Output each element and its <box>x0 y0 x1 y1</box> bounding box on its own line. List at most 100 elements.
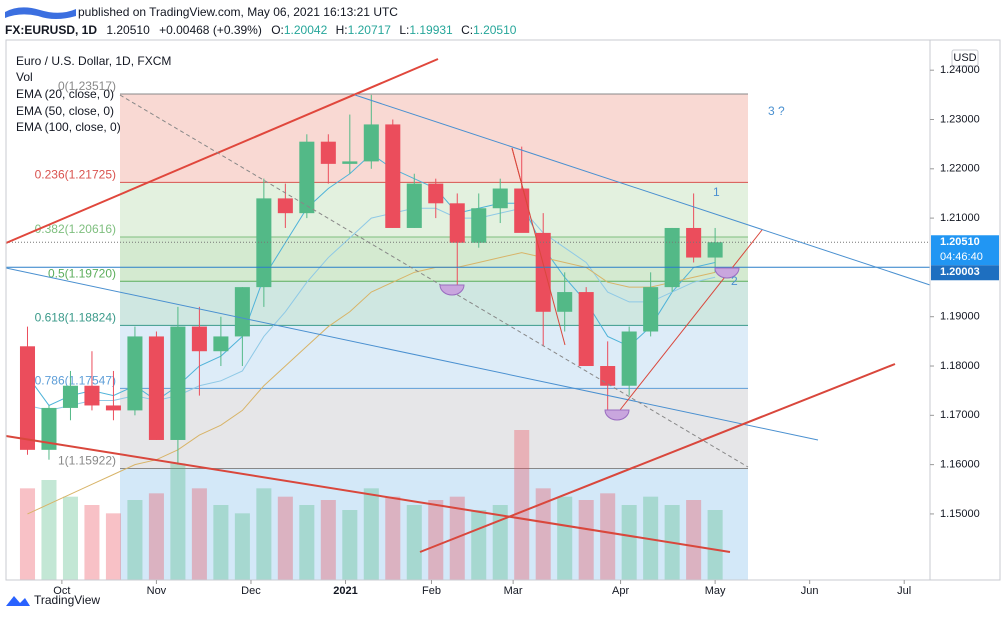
volume-bar <box>41 480 57 580</box>
symbol-line: FX:EURUSD, 1D 1.20510 +0.00468 (+0.39%) … <box>5 23 517 37</box>
ohlc-value: 1.20510 <box>473 23 517 37</box>
candle-body <box>148 336 164 440</box>
arc <box>604 409 630 421</box>
logo[interactable] <box>6 596 30 606</box>
legend-entry: EMA (50, close, 0) <box>16 104 114 118</box>
volume-bar <box>84 505 100 580</box>
ohlc-value: 1.20042 <box>284 23 328 37</box>
volume-bar <box>127 500 143 580</box>
candle-body <box>428 183 444 204</box>
candle-body <box>62 385 78 408</box>
y-tick-label: 1.17000 <box>940 409 980 421</box>
chart-border <box>5 39 1001 581</box>
candle-body <box>535 232 551 312</box>
x-tick-label: Nov <box>147 585 167 597</box>
fib-band <box>120 388 748 469</box>
price-line-box <box>931 265 999 281</box>
candle-body <box>385 124 401 228</box>
x-tick-label: Apr <box>612 585 629 597</box>
trend-line <box>119 94 749 468</box>
trend-line <box>5 58 439 244</box>
candle-body <box>449 203 465 243</box>
ema-line <box>27 252 716 515</box>
ohlc-label: O: <box>271 23 284 37</box>
volume-bar <box>600 493 616 580</box>
volume-bar <box>170 463 186 580</box>
fib-label: 0.786(1.17547) <box>35 374 116 388</box>
volume-bar <box>557 496 573 580</box>
y-tick-label: 1.24000 <box>940 64 980 76</box>
volume-bar <box>277 496 293 580</box>
currency-box <box>951 49 979 67</box>
candle-body <box>363 124 379 162</box>
fib-band <box>120 468 748 580</box>
x-tick-label: Oct <box>53 585 70 597</box>
trend-line <box>5 435 731 553</box>
chart-title: Euro / U.S. Dollar, 1D, FXCM <box>16 54 171 68</box>
trend-line <box>5 267 819 441</box>
y-tick-label: 1.22000 <box>940 163 980 175</box>
volume-bar <box>428 500 444 580</box>
last-price-box <box>931 235 999 266</box>
candle-body <box>578 292 594 367</box>
candle-body <box>191 326 207 352</box>
fib-label: 0.382(1.20616) <box>35 222 116 236</box>
volume-bar <box>213 505 229 580</box>
candle-body <box>471 208 487 243</box>
fib-band <box>120 237 748 282</box>
y-tick-label: 1.19000 <box>940 311 980 323</box>
x-tick-label: Feb <box>422 585 441 597</box>
redacted-name <box>5 7 76 19</box>
y-tick-label: 1.21000 <box>940 212 980 224</box>
volume-bar <box>385 496 401 580</box>
ohlc-label: L: <box>399 23 409 37</box>
volume-bar <box>578 500 594 580</box>
footer-brand[interactable]: TradingView <box>34 593 100 607</box>
candle-body <box>514 188 530 233</box>
candle-body <box>84 385 100 406</box>
candle-body <box>234 287 250 337</box>
candle-body <box>299 141 315 214</box>
volume-bar <box>105 513 121 580</box>
price-axis <box>930 40 1006 580</box>
ohlc-label: H: <box>336 23 348 37</box>
volume-bar <box>686 500 702 580</box>
volume-bar <box>148 493 164 580</box>
volume-bar <box>406 505 422 580</box>
ohlc-value: 1.19931 <box>409 23 453 37</box>
trend-line <box>419 363 896 553</box>
published-note: published on TradingView.com, May 06, 20… <box>78 5 398 19</box>
annotation: 1 <box>713 185 720 199</box>
trend-line <box>511 147 531 216</box>
arc <box>439 284 465 296</box>
trend-line <box>354 94 931 286</box>
legend-entry: Vol <box>16 70 33 84</box>
fib-label: 0(1.23517) <box>58 79 116 93</box>
trend-line <box>619 229 763 411</box>
volume-bar <box>621 505 637 580</box>
fib-band <box>120 94 748 183</box>
candle-body <box>320 141 336 164</box>
candle-body <box>492 188 508 209</box>
ohlc-label: C: <box>461 23 473 37</box>
x-tick-label: Jun <box>801 585 819 597</box>
candle-body <box>170 326 186 440</box>
volume-bar <box>363 488 379 580</box>
y-tick-label: 1.18000 <box>940 360 980 372</box>
volume-bar <box>449 496 465 580</box>
fib-label: 1(1.15922) <box>58 454 116 468</box>
candle-body <box>621 331 637 386</box>
x-tick-label: Jul <box>897 585 911 597</box>
plot <box>6 94 930 580</box>
annotation: 2 <box>731 274 738 288</box>
x-tick-label: Mar <box>504 585 523 597</box>
candle-body <box>256 198 272 288</box>
countdown: 04:46:40 <box>940 251 983 263</box>
time-axis <box>0 580 1006 618</box>
x-tick-label: 2021 <box>333 585 357 597</box>
candle-body <box>557 292 573 312</box>
drawings <box>5 58 931 553</box>
last: 1.20510 <box>106 23 150 37</box>
candle-body <box>41 407 57 450</box>
volume-bar <box>492 505 508 580</box>
